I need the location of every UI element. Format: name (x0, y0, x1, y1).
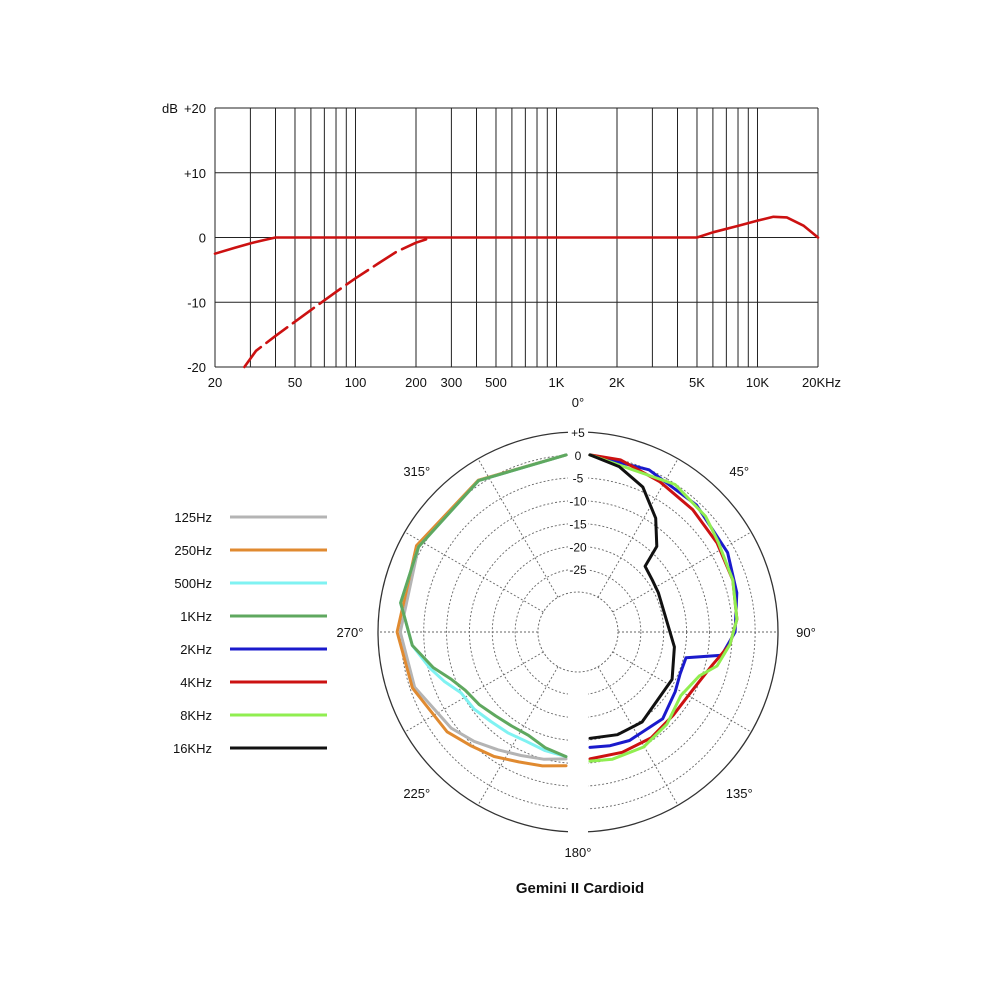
x-tick-label: 50 (288, 375, 302, 390)
legend-label: 2KHz (180, 642, 212, 657)
y-tick-label: +10 (184, 166, 206, 181)
angle-label: 315° (403, 464, 430, 479)
series-line-low-cut (243, 236, 434, 369)
ring-label: 0 (575, 449, 582, 463)
legend-label: 1KHz (180, 609, 212, 624)
legend-label: 250Hz (174, 543, 212, 558)
frequency-response-chart: +20 +10 0 -10 -20 dB 20 50 100 200 300 500 1K 2K 5K 10K… (162, 101, 841, 390)
ring-label: -10 (569, 495, 587, 509)
x-tick-label: 5K (689, 375, 705, 390)
polar-curve-500Hz (399, 453, 568, 759)
legend-label: 16KHz (173, 741, 212, 756)
x-tick-label: 500 (485, 375, 507, 390)
y-tick-label: -20 (187, 360, 206, 375)
legend-label: 4KHz (180, 675, 212, 690)
y-tick-label: +20 (184, 101, 206, 116)
series-line-response (213, 215, 820, 255)
legend-label: 125Hz (174, 510, 212, 525)
polar-spoke (597, 458, 679, 598)
polar-curve-16KHz (588, 453, 676, 740)
ring-label: -25 (569, 563, 587, 577)
polar-inner-circle (537, 591, 619, 673)
x-tick-label: 20 (208, 375, 222, 390)
ring-label: -15 (569, 517, 587, 531)
polar-ring (514, 568, 642, 696)
y-tick-label: 0 (199, 231, 206, 246)
ring-label: -5 (573, 472, 584, 486)
chart-title: Gemini II Cardioid (516, 880, 644, 897)
x-tick-label: 1K (549, 375, 565, 390)
polar-curve-2KHz (588, 453, 739, 749)
polar-legend: 125Hz 250Hz 500Hz 1KHz 2KHz 4KHz 8KHz 16KHz (173, 510, 327, 756)
angle-label: 90° (796, 625, 816, 640)
x-tick-label: 200 (405, 375, 427, 390)
x-tick-label: 10K (746, 375, 769, 390)
polar-spoke (477, 458, 559, 598)
angle-label: 0° (572, 395, 584, 410)
polar-pattern-chart: +5 0 -5 -10 -15 -20 -25 0° 45° 90° 135° 180° 225° 270… (337, 395, 816, 860)
polar-curve-125Hz (398, 453, 568, 761)
legend-label: 500Hz (174, 576, 212, 591)
polar-curve-8KHz (588, 453, 739, 763)
polar-spoke (612, 651, 752, 733)
ring-label: -20 (569, 540, 587, 554)
polar-ring (446, 500, 710, 764)
polar-spoke (404, 531, 544, 613)
polar-curve-1KHz (399, 453, 568, 759)
angle-label: 45° (729, 464, 749, 479)
angle-label: 270° (337, 625, 364, 640)
y-axis-label: dB (162, 101, 178, 116)
x-tick-label: 2K (609, 375, 625, 390)
polar-spoke (612, 531, 752, 613)
y-tick-label: -10 (187, 295, 206, 310)
x-tick-label: 300 (441, 375, 463, 390)
ring-label: +5 (571, 426, 585, 440)
angle-label: 180° (565, 845, 592, 860)
x-tick-label: 20KHz (802, 375, 841, 390)
angle-label: 225° (403, 786, 430, 801)
polar-curve-250Hz (395, 453, 568, 768)
angle-label: 135° (726, 786, 753, 801)
polar-spoke (404, 651, 544, 733)
legend-label: 8KHz (180, 708, 212, 723)
x-tick-label: 100 (345, 375, 367, 390)
